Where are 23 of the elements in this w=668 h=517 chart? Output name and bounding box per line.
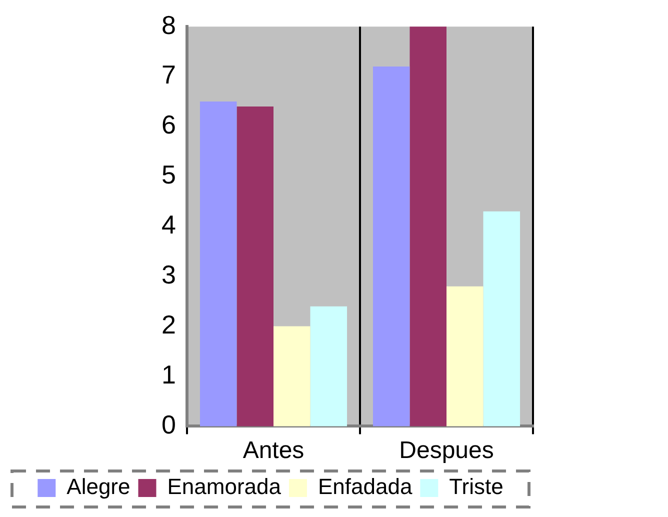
bar: [274, 326, 310, 426]
y-tick-label: 0: [162, 409, 176, 440]
y-tick-label: 3: [162, 260, 176, 290]
bar: [372, 66, 410, 426]
bar: [236, 106, 274, 426]
legend-label: Enfadada: [318, 474, 413, 500]
x-tick-label: Antes: [242, 437, 304, 464]
y-tick-label: 6: [162, 110, 176, 140]
y-tick-label: 8: [162, 10, 176, 40]
x-tick-label: Despues: [399, 437, 494, 464]
bar: [446, 286, 484, 426]
legend-label: Triste: [449, 474, 504, 500]
y-tick-label: 7: [162, 60, 176, 90]
bar: [200, 102, 237, 426]
y-tick-label: 4: [162, 210, 176, 240]
y-tick-label: 5: [162, 160, 176, 190]
legend-label: Enamorada: [167, 474, 282, 500]
y-tick-label: 2: [162, 309, 176, 340]
bar: [410, 26, 446, 426]
bar: [310, 306, 348, 426]
legend-label: Alegre: [66, 474, 130, 500]
bar: [483, 211, 520, 426]
y-tick-label: 1: [162, 359, 176, 390]
